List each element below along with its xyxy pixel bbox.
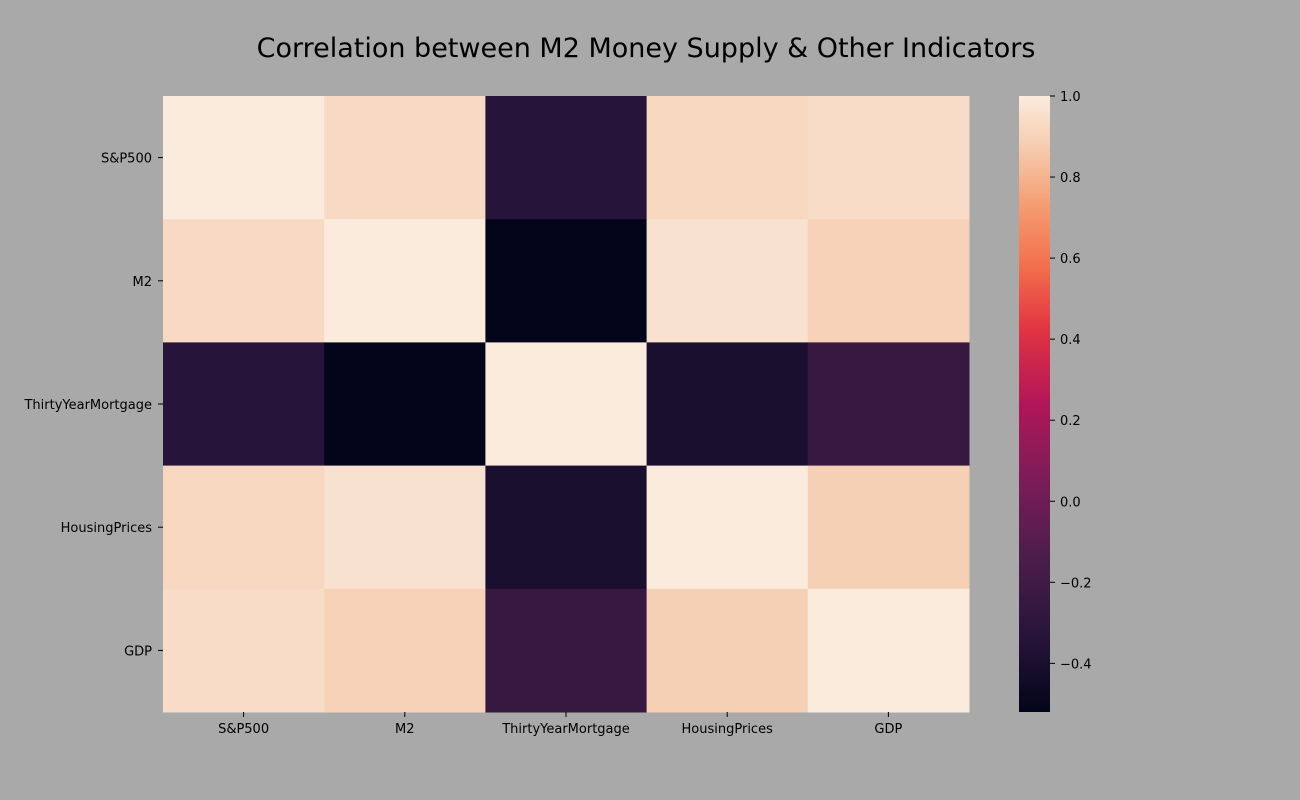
heatmap-cell-1-2 [485, 219, 648, 343]
heatmap-cell-2-1 [324, 342, 486, 467]
heatmap-cell-1-4 [807, 219, 970, 343]
heatmap-cell-0-2 [485, 96, 648, 220]
heatmap-cell-3-0 [163, 465, 325, 590]
heatmap-cell-0-0 [163, 96, 325, 220]
colorbar-tick-label: 0.6 [1060, 252, 1081, 267]
heatmap-cell-0-3 [646, 96, 809, 220]
heatmap-cell-0-1 [324, 96, 486, 220]
colorbar-tick-label: 0.4 [1060, 333, 1081, 348]
colorbar: −0.4 −0.2 0.0 0.2 0.4 0.6 0.8 1.0 [1019, 90, 1092, 712]
colorbar-tick-label: 0.2 [1060, 414, 1081, 429]
colorbar-tick-label: 0.8 [1060, 171, 1081, 186]
heatmap-cell-3-1 [324, 465, 486, 590]
colorbar-tick-label: 1.0 [1060, 90, 1081, 105]
heatmap-cell-3-4 [807, 465, 970, 590]
heatmap-cell-4-1 [324, 588, 486, 713]
heatmap-cell-1-3 [646, 219, 809, 343]
column-labels: S&P500 M2 ThirtyYearMortgage HousingPrices G… [218, 712, 903, 737]
column-label: M2 [395, 722, 415, 737]
column-label: ThirtyYearMortgage [501, 722, 630, 737]
heatmap-cell-3-2 [485, 465, 648, 590]
column-label: S&P500 [218, 722, 269, 737]
heatmap-cell-4-2 [485, 588, 648, 713]
colorbar-tick-label: −0.2 [1060, 576, 1092, 591]
heatmap-cell-2-3 [646, 342, 809, 467]
row-label: S&P500 [101, 152, 152, 167]
heatmap-cell-1-1 [324, 219, 486, 343]
row-label: M2 [133, 275, 153, 290]
heatmap-cell-2-4 [807, 342, 970, 467]
heatmap-cell-3-3 [646, 465, 809, 590]
heatmap-cell-0-4 [807, 96, 970, 220]
row-labels: S&P500 M2 ThirtyYearMortgage HousingPrices G… [23, 152, 163, 659]
heatmap-cells [163, 96, 970, 713]
colorbar-tick-label: 0.0 [1060, 495, 1081, 510]
heatmap-cell-4-3 [646, 588, 809, 713]
heatmap-cell-4-0 [163, 588, 325, 713]
heatmap-cell-1-0 [163, 219, 325, 343]
row-label: GDP [124, 644, 152, 659]
column-label: GDP [874, 722, 902, 737]
row-label: HousingPrices [61, 521, 153, 536]
row-label: ThirtyYearMortgage [23, 398, 152, 413]
heatmap-cell-2-0 [163, 342, 325, 467]
heatmap-cell-2-2 [485, 342, 648, 467]
colorbar-gradient [1019, 96, 1050, 712]
colorbar-tick-label: −0.4 [1060, 657, 1092, 672]
heatmap-cell-4-4 [807, 588, 970, 713]
chart-title: Correlation between M2 Money Supply & Ot… [257, 33, 1036, 64]
column-label: HousingPrices [682, 722, 774, 737]
